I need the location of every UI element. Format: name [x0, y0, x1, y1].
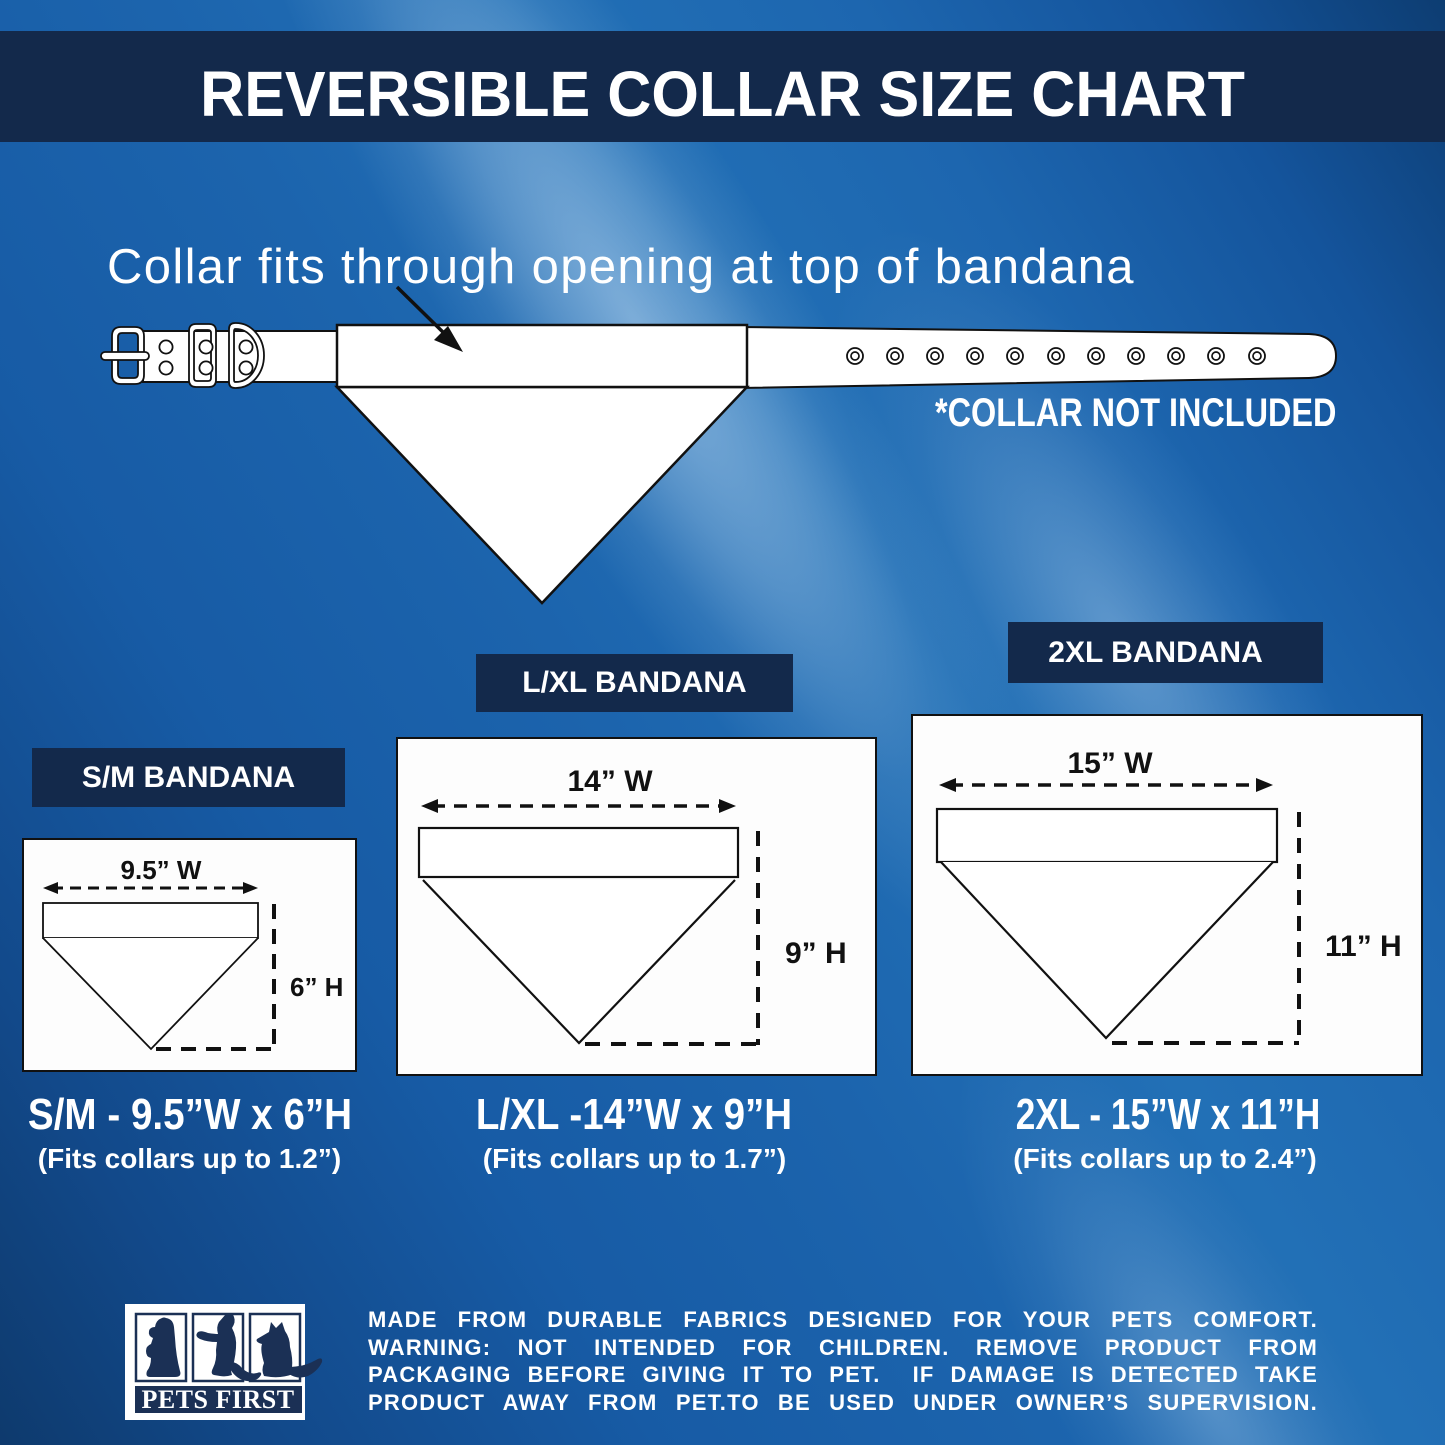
svg-text:PETS FIRST: PETS FIRST — [141, 1385, 294, 1414]
svg-text:11” H: 11” H — [1325, 930, 1402, 963]
svg-text:9.5” W: 9.5” W — [121, 855, 202, 885]
svg-text:9” H: 9” H — [785, 937, 847, 970]
svg-text:14” W: 14” W — [567, 765, 653, 798]
svg-text:6” H: 6” H — [290, 972, 343, 1002]
svg-text:15” W: 15” W — [1067, 747, 1153, 780]
